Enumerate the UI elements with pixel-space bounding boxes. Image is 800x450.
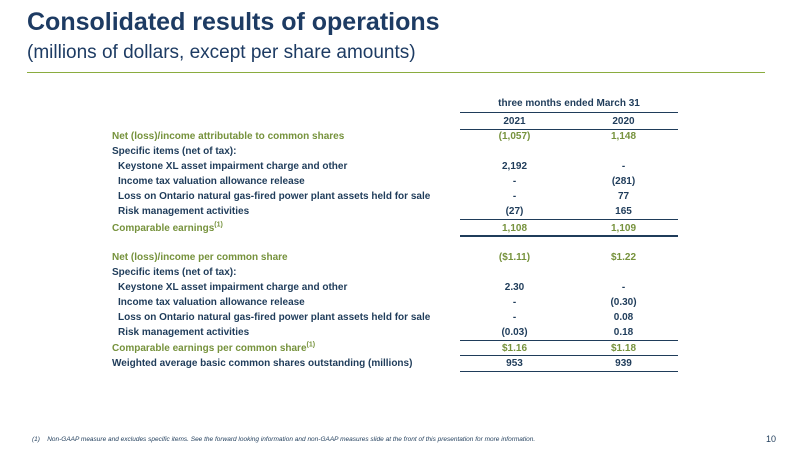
subtotal-rule [460, 219, 678, 220]
value-2020: 939 [615, 358, 632, 369]
row-label: Keystone XL asset impairment charge and … [118, 161, 348, 172]
value-2020: 0.18 [613, 327, 634, 338]
value-2020: (281) [611, 176, 636, 187]
value-2020: 1,109 [610, 223, 637, 234]
row-label: Risk management activities [118, 206, 250, 217]
footnote-text: Non-GAAP measure and excludes specific i… [47, 436, 536, 443]
row-label: Specific items (net of tax): [112, 267, 237, 278]
table-row-keystone-impairment: Keystone XL asset impairment charge and … [0, 159, 800, 174]
row-label: Specific items (net of tax): [112, 146, 237, 157]
table-row-specific-items-heading: Specific items (net of tax): [0, 144, 800, 159]
table-row-risk-management: Risk management activities (27) 165 [0, 204, 800, 219]
value-2020: $1.22 [610, 252, 637, 263]
value-2020: $1.18 [610, 343, 637, 354]
row-label: Risk management activities [118, 327, 250, 338]
row-label: Loss on Ontario natural gas-fired power … [118, 312, 431, 323]
value-2021: (1,057) [498, 131, 531, 142]
table-row-specific-items-heading: Specific items (net of tax): [0, 265, 800, 280]
period-header-underline [460, 112, 678, 113]
column-header-2020: 2020 [612, 116, 635, 127]
row-label: Loss on Ontario natural gas-fired power … [118, 191, 431, 202]
value-2020: 1,148 [610, 131, 637, 142]
value-2020: 165 [615, 206, 632, 217]
value-2021: 953 [506, 358, 523, 369]
row-label: Income tax valuation allowance release [118, 176, 305, 187]
value-2021: 2,192 [501, 161, 528, 172]
value-2021: 1,108 [501, 223, 528, 234]
table-row-eps: Net (loss)/income per common share ($1.1… [0, 250, 800, 265]
table-row-comparable-earnings: Comparable earnings(1) 1,108 1,109 [0, 221, 800, 236]
final-rule [460, 371, 678, 372]
value-2020: 0.08 [613, 312, 634, 323]
table-row-comparable-eps: Comparable earnings per common share(1) … [0, 341, 800, 356]
row-label: Net (loss)/income attributable to common… [112, 131, 345, 142]
period-header: three months ended March 31 [498, 98, 640, 109]
table-row-keystone-impairment-eps: Keystone XL asset impairment charge and … [0, 280, 800, 295]
title-divider [27, 72, 765, 73]
column-header-2021: 2021 [503, 116, 526, 127]
value-2021: - [512, 297, 517, 308]
value-2021: - [512, 176, 517, 187]
subtotal-rule-eps [460, 340, 678, 341]
value-2021: (0.03) [501, 327, 528, 338]
value-2021: - [512, 312, 517, 323]
total-rule-eps [460, 355, 678, 356]
row-label: Net (loss)/income per common share [112, 252, 288, 263]
table-row-risk-management-eps: Risk management activities (0.03) 0.18 [0, 325, 800, 340]
value-2021: 2.30 [504, 282, 525, 293]
table-row-ontario-loss: Loss on Ontario natural gas-fired power … [0, 189, 800, 204]
value-2020: 77 [617, 191, 630, 202]
footnote: (1) Non-GAAP measure and excludes specif… [32, 436, 535, 443]
table-row-weighted-shares: Weighted average basic common shares out… [0, 356, 800, 371]
value-2021: ($1.11) [498, 252, 531, 263]
value-2020: - [621, 161, 626, 172]
value-2021: - [512, 191, 517, 202]
footnote-marker: (1) [32, 436, 40, 443]
footnote-marker: (1) [306, 341, 316, 349]
row-label: Comparable earnings(1) [112, 221, 223, 234]
table-row-ontario-loss-eps: Loss on Ontario natural gas-fired power … [0, 310, 800, 325]
value-2020: (0.30) [610, 297, 637, 308]
row-label: Income tax valuation allowance release [118, 297, 305, 308]
table-row-net-income: Net (loss)/income attributable to common… [0, 129, 800, 144]
value-2021: $1.16 [501, 343, 528, 354]
footnote-marker: (1) [214, 221, 223, 229]
slide-subtitle: (millions of dollars, except per share a… [27, 42, 416, 63]
row-label: Keystone XL asset impairment charge and … [118, 282, 348, 293]
value-2020: - [621, 282, 626, 293]
table-row-tax-valuation: Income tax valuation allowance release -… [0, 174, 800, 189]
page-number: 10 [765, 434, 776, 444]
row-label: Comparable earnings per common share(1) [112, 341, 316, 354]
row-label: Weighted average basic common shares out… [112, 358, 413, 369]
slide-title: Consolidated results of operations [27, 8, 440, 36]
value-2021: (27) [505, 206, 524, 217]
table-row-tax-valuation-eps: Income tax valuation allowance release -… [0, 295, 800, 310]
total-rule [460, 235, 678, 237]
column-header-underline [460, 129, 678, 130]
